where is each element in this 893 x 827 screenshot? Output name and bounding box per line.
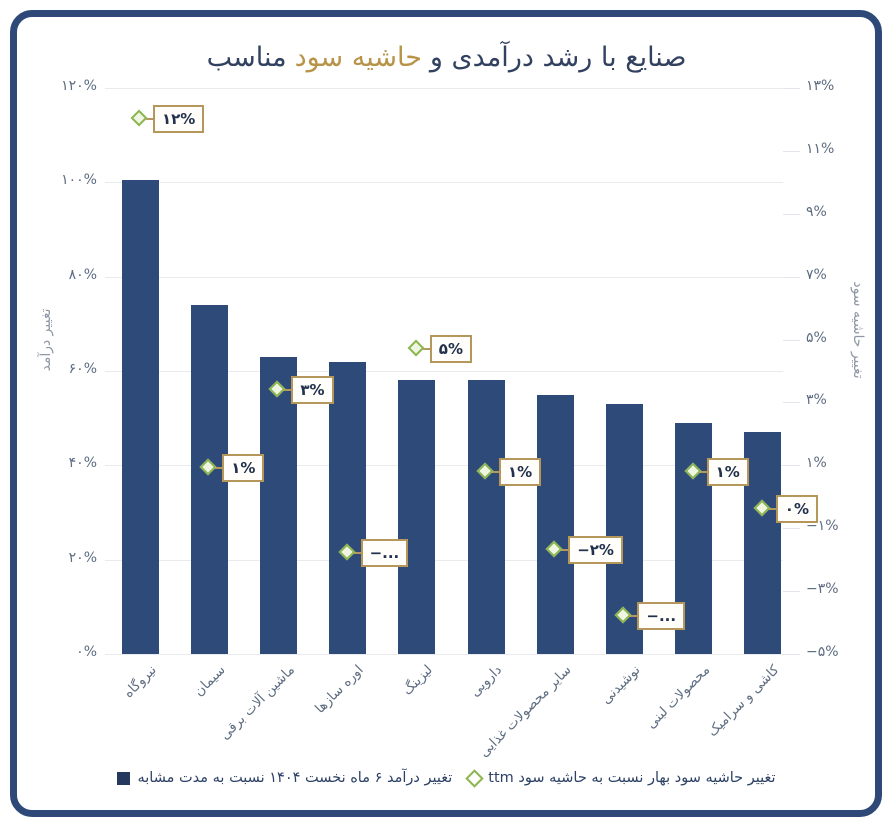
marker-connector-line xyxy=(766,508,779,511)
bar-9 xyxy=(744,432,782,654)
gridline xyxy=(105,182,783,184)
marker-connector-line xyxy=(420,347,433,350)
left-axis-tick-label: ۱۲۰% xyxy=(61,78,97,94)
gridline xyxy=(105,654,783,655)
marker-value-label-8: ۱% xyxy=(706,457,749,486)
title-part-1: صنایع با رشد درآمدی و xyxy=(429,42,687,74)
left-axis-tick-label: ۱۰۰% xyxy=(61,172,97,189)
legend-item-margin: تغییر حاشیه سود بهار نسبت به حاشیه سود t… xyxy=(465,768,776,788)
right-axis-tick-label: ۵% xyxy=(806,329,827,346)
gridline xyxy=(105,276,783,278)
marker-connector-line xyxy=(213,467,226,470)
marker-value-label-6: −۲% xyxy=(568,536,623,565)
marker-connector-line xyxy=(697,470,710,473)
gridline xyxy=(105,88,783,89)
right-axis-tick-mark xyxy=(783,528,800,530)
marker-value-label-7: −... xyxy=(637,602,686,631)
category-label-3: اوره سازها xyxy=(312,662,367,717)
marker-connector-line xyxy=(559,549,572,552)
bar-0 xyxy=(121,179,159,654)
right-axis-tick-label: ۷% xyxy=(806,266,827,283)
legend: تغییر درآمد ۶ ماه نخست ۱۴۰۴ نسبت به مدت … xyxy=(0,768,893,788)
left-axis-tick-label: ۸۰% xyxy=(68,266,97,283)
category-label-4: لیزینگ xyxy=(399,662,437,699)
bar-5 xyxy=(467,380,505,654)
category-label-5: دارویی xyxy=(467,662,506,701)
right-axis-tick-label: ۹% xyxy=(806,203,827,220)
right-axis-tick-label: ۱۳% xyxy=(806,78,835,94)
category-label-0: نیروگاه xyxy=(120,662,160,702)
right-axis-tick-mark xyxy=(783,591,800,593)
bar-4 xyxy=(398,380,436,654)
left-axis-tick-label: ۶۰% xyxy=(68,361,97,377)
gridline xyxy=(105,465,783,467)
diamond-marker-4 xyxy=(407,339,425,357)
marker-connector-line xyxy=(628,615,641,618)
marker-connector-line xyxy=(282,388,295,391)
title-highlight: حاشیه سود xyxy=(294,42,422,74)
bar-series-swatch-icon xyxy=(117,771,131,785)
right-axis-tick-label: ۱۱% xyxy=(806,140,835,157)
right-axis-tick-mark xyxy=(783,213,800,215)
right-axis-tick-mark xyxy=(783,88,800,89)
left-axis-tick-label: ۴۰% xyxy=(68,455,97,472)
right-axis-tick-label: ۱% xyxy=(806,455,827,472)
marker-value-label-9: ۰% xyxy=(775,495,818,524)
left-axis-tick-label: ۲۰% xyxy=(68,549,97,566)
bar-2 xyxy=(259,356,297,654)
marker-connector-line xyxy=(144,118,156,121)
legend-label-margin: تغییر حاشیه سود بهار نسبت به حاشیه سود t… xyxy=(488,770,776,786)
diamond-series-swatch-icon xyxy=(465,768,484,788)
bar-6 xyxy=(536,394,574,654)
marker-value-label-0: ۱۲% xyxy=(153,105,205,134)
marker-value-label-4: ۵% xyxy=(429,334,472,363)
marker-value-label-3: −... xyxy=(360,539,409,568)
category-label-8: محصولات لبنی xyxy=(643,662,713,732)
gridline xyxy=(105,559,783,561)
right-axis-tick-mark xyxy=(783,465,800,467)
category-label-1: سیمان xyxy=(190,662,229,700)
right-axis-tick-mark xyxy=(783,150,800,152)
chart-title: صنایع با رشد درآمدی وحاشیه سودمناسب xyxy=(0,42,893,73)
right-axis-tick-label: −۳% xyxy=(806,581,839,598)
marker-connector-line xyxy=(490,470,502,473)
bar-3 xyxy=(329,361,367,654)
bar-1 xyxy=(190,304,228,654)
category-label-9: کاشی و سرامیک xyxy=(704,662,783,740)
category-label-7: نوشیدنی xyxy=(598,662,644,708)
legend-label-income: تغییر درآمد ۶ ماه نخست ۱۴۰۴ نسبت به مدت … xyxy=(137,770,453,786)
left-axis-tick-label: ۰% xyxy=(76,644,97,660)
category-label-2: ماشین آلات برقی xyxy=(216,662,298,744)
diamond-marker-0 xyxy=(130,109,148,127)
marker-connector-line xyxy=(351,552,364,555)
right-axis-tick-label: −۵% xyxy=(806,644,839,660)
marker-value-label-5: ۱% xyxy=(499,457,542,486)
title-part-2: مناسب xyxy=(206,42,287,74)
right-axis-tick-label: ۳% xyxy=(806,392,827,409)
right-axis-tick-mark xyxy=(783,402,800,404)
right-axis-tick-mark xyxy=(783,276,800,278)
gridline xyxy=(105,371,783,372)
right-axis-tick-mark xyxy=(783,339,800,341)
marker-value-label-1: ۱% xyxy=(222,454,265,483)
marker-value-label-2: ۳% xyxy=(291,375,334,404)
right-axis-tick-mark xyxy=(783,654,800,655)
legend-item-income: تغییر درآمد ۶ ماه نخست ۱۴۰۴ نسبت به مدت … xyxy=(117,770,452,786)
